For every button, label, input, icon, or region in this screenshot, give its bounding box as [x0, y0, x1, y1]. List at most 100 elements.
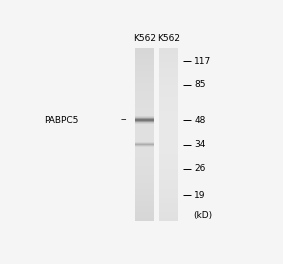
- Bar: [159, 80, 178, 82]
- Bar: [159, 85, 178, 88]
- Bar: [135, 114, 154, 117]
- Bar: [159, 149, 178, 152]
- Bar: [159, 218, 178, 221]
- Bar: [159, 201, 178, 204]
- Bar: [135, 140, 154, 143]
- Bar: [135, 80, 154, 82]
- Bar: [159, 97, 178, 100]
- Bar: [135, 56, 154, 59]
- Bar: [159, 183, 178, 186]
- Bar: [159, 48, 178, 51]
- Bar: [159, 195, 178, 198]
- Bar: [135, 71, 154, 74]
- Bar: [159, 154, 178, 157]
- Bar: [135, 97, 154, 100]
- Bar: [159, 177, 178, 180]
- Bar: [159, 143, 178, 146]
- Bar: [159, 74, 178, 77]
- Bar: [135, 209, 154, 212]
- Text: PABPC5: PABPC5: [44, 116, 78, 125]
- Bar: [159, 160, 178, 163]
- Bar: [135, 166, 154, 169]
- Bar: [159, 68, 178, 71]
- Bar: [159, 114, 178, 117]
- Bar: [159, 189, 178, 192]
- Bar: [135, 215, 154, 218]
- Bar: [135, 62, 154, 65]
- Bar: [159, 152, 178, 154]
- Bar: [135, 192, 154, 195]
- Bar: [159, 100, 178, 103]
- Bar: [135, 154, 154, 157]
- Bar: [159, 140, 178, 143]
- Bar: [135, 160, 154, 163]
- Bar: [159, 83, 178, 85]
- Bar: [135, 212, 154, 215]
- Bar: [159, 103, 178, 106]
- Bar: [135, 131, 154, 134]
- Bar: [135, 134, 154, 137]
- Bar: [159, 131, 178, 134]
- Bar: [159, 186, 178, 189]
- Text: 85: 85: [194, 80, 206, 89]
- Bar: [135, 143, 154, 146]
- Bar: [159, 106, 178, 109]
- Text: 34: 34: [194, 140, 206, 149]
- Bar: [135, 94, 154, 97]
- Bar: [159, 172, 178, 175]
- Bar: [135, 157, 154, 160]
- Bar: [135, 195, 154, 198]
- Bar: [159, 111, 178, 114]
- Bar: [159, 77, 178, 80]
- Text: K562: K562: [157, 34, 180, 43]
- Bar: [159, 134, 178, 137]
- Bar: [135, 183, 154, 186]
- Bar: [159, 192, 178, 195]
- Bar: [159, 215, 178, 218]
- Bar: [135, 180, 154, 183]
- Bar: [135, 106, 154, 109]
- Bar: [159, 137, 178, 140]
- Bar: [159, 71, 178, 74]
- Bar: [135, 137, 154, 140]
- Text: --: --: [121, 116, 127, 125]
- Bar: [135, 201, 154, 204]
- Bar: [159, 212, 178, 215]
- Bar: [135, 163, 154, 166]
- Bar: [135, 91, 154, 94]
- Bar: [159, 59, 178, 62]
- Text: 26: 26: [194, 164, 206, 173]
- Bar: [159, 175, 178, 177]
- Bar: [135, 74, 154, 77]
- Bar: [159, 88, 178, 91]
- Bar: [135, 120, 154, 123]
- Bar: [159, 198, 178, 201]
- Bar: [159, 166, 178, 169]
- Bar: [135, 65, 154, 68]
- Bar: [159, 126, 178, 129]
- Bar: [135, 146, 154, 149]
- Bar: [135, 109, 154, 111]
- Bar: [135, 129, 154, 131]
- Bar: [159, 204, 178, 206]
- Bar: [135, 88, 154, 91]
- Bar: [135, 175, 154, 177]
- Bar: [135, 186, 154, 189]
- Bar: [135, 218, 154, 221]
- Text: 48: 48: [194, 116, 206, 125]
- Bar: [135, 169, 154, 172]
- Bar: [135, 204, 154, 206]
- Bar: [135, 152, 154, 154]
- Bar: [159, 51, 178, 54]
- Bar: [159, 56, 178, 59]
- Bar: [135, 48, 154, 51]
- Bar: [159, 157, 178, 160]
- Bar: [159, 65, 178, 68]
- Bar: [135, 100, 154, 103]
- Bar: [159, 163, 178, 166]
- Bar: [135, 206, 154, 209]
- Bar: [159, 206, 178, 209]
- Text: 117: 117: [194, 57, 212, 66]
- Bar: [135, 117, 154, 120]
- Bar: [135, 111, 154, 114]
